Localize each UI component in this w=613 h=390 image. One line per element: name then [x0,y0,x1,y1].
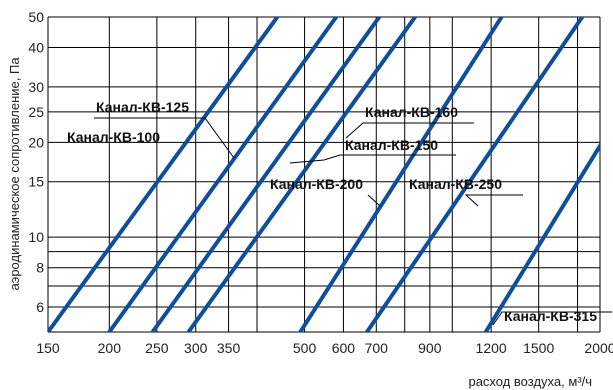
x-tick-label: 600 [332,340,356,356]
leader-канал-кв-160 [345,122,474,139]
series-line-канал-кв-250 [364,17,585,332]
x-tick-label: 350 [217,340,241,356]
series-labels: Канал-КВ-125 Канал-КВ-100 Канал-КВ-160 Кана… [67,99,597,324]
series-label-канал-кв-315: Канал-КВ-315 [504,308,597,324]
x-tick-label: 900 [418,340,442,356]
leader-канал-кв-250 [464,194,523,207]
x-tick-label: 700 [365,340,389,356]
x-tick-label: 300 [184,340,208,356]
y-tick-label: 30 [28,79,44,95]
y-tick-label: 10 [28,229,44,245]
x-tick-label: 2000 [584,340,613,356]
series-label-канал-кв-250: Канал-КВ-250 [409,176,502,192]
y-tick-label: 25 [28,104,44,120]
series-label-канал-кв-150: Канал-КВ-150 [345,137,438,153]
y-tick-label: 8 [36,260,44,276]
leader-канал-кв-125 [94,117,235,159]
y-tick-label: 50 [28,9,44,25]
x-axis-label: расход воздуха, м³/ч [468,374,592,389]
grid [47,16,601,333]
series-line-канал-кв-100 [48,17,280,332]
series-lines [48,17,600,332]
x-tick-label: 500 [293,340,317,356]
series-line-канал-кв-200 [297,17,504,332]
y-axis-label: аэродинамическое сопротивление, Па [7,57,22,291]
y-tick-label: 15 [28,174,44,190]
x-tick-label: 250 [145,340,169,356]
series-line-канал-кв-125 [106,17,339,332]
series-label-канал-кв-160: Канал-КВ-160 [365,104,458,120]
series-line-канал-кв-160 [186,17,418,332]
y-tick-label: 20 [28,134,44,150]
series-label-канал-кв-100: Канал-КВ-100 [67,129,160,145]
tick-labels: 150 200 250 300 350 500 600 700 900 1200 1500 2000 6… [28,9,613,356]
y-tick-label: 40 [28,40,44,56]
leader-канал-кв-315 [492,311,612,326]
y-tick-label: 6 [36,299,44,315]
series-line-канал-кв-150 [150,17,382,332]
series-label-канал-кв-125: Канал-КВ-125 [96,99,189,115]
x-tick-label: 1200 [476,340,507,356]
x-tick-label: 1500 [523,340,554,356]
label-leaders [94,117,612,326]
leader-канал-кв-200 [367,194,381,207]
x-tick-label: 150 [36,340,60,356]
leader-канал-кв-150 [289,154,456,164]
x-tick-label: 200 [98,340,122,356]
series-line-канал-кв-315 [483,141,600,332]
series-label-канал-кв-200: Канал-КВ-200 [270,176,363,192]
